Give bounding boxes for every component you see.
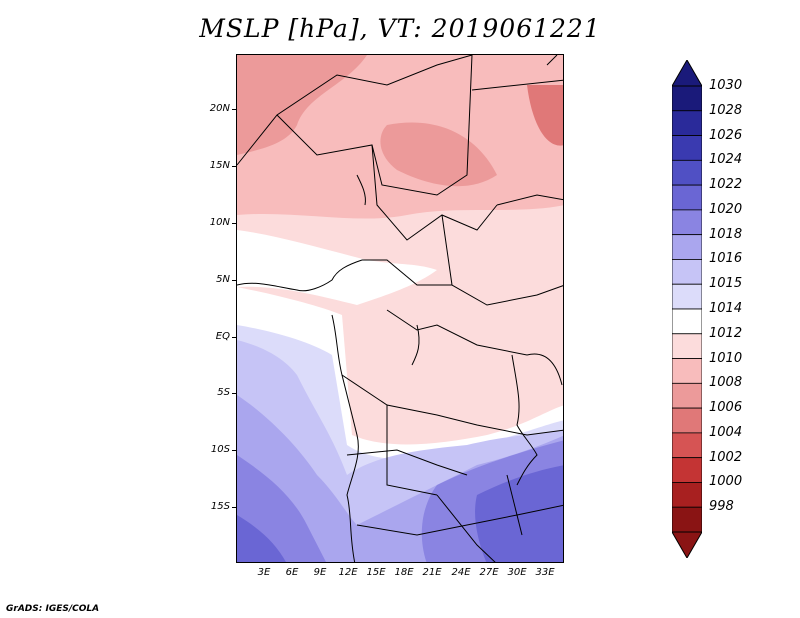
lat-label-15n: 15N	[209, 160, 230, 171]
lon-label-15e: 15E	[366, 567, 386, 578]
lat-tick	[232, 223, 236, 224]
colorbar-label-1006: 1006	[709, 400, 743, 416]
lat-label-eq: EQ	[215, 331, 230, 342]
band-1008-central	[380, 122, 497, 187]
colorbar-label-1004: 1004	[709, 424, 743, 440]
coastlines-borders	[237, 55, 563, 562]
colorbar-cell-1010	[672, 358, 702, 384]
lat-tick	[232, 507, 236, 508]
colorbar-cell-1014	[672, 308, 702, 335]
colorbar-cell-1020	[672, 209, 702, 236]
colorbar-label-1008: 1008	[709, 375, 743, 391]
lat-tick	[232, 450, 236, 451]
colorbar-label-998: 998	[709, 499, 734, 515]
lon-label-27e: 27E	[479, 567, 499, 578]
colorbar-cell-1006	[672, 407, 702, 434]
lon-label-3e: 3E	[257, 567, 271, 578]
lon-label-24e: 24E	[451, 567, 471, 578]
band-1006	[527, 85, 563, 146]
colorbar-cell-1015	[672, 283, 702, 310]
band-1008-northwest	[237, 55, 367, 155]
colorbar-label-1015: 1015	[709, 276, 743, 292]
colorbar-cell-1026	[672, 135, 702, 161]
band-1022-west	[237, 515, 286, 562]
lon-label-33e: 33E	[535, 567, 555, 578]
lon-label-9e: 9E	[313, 567, 327, 578]
colorbar-label-1018: 1018	[709, 226, 743, 242]
lat-tick	[232, 109, 236, 110]
colorbar-label-1030: 1030	[709, 78, 743, 93]
colorbar-cell-1004	[672, 432, 702, 459]
band-1014-west	[237, 230, 437, 305]
lat-label-5n: 5N	[216, 274, 230, 285]
colorbar-label-1000: 1000	[709, 474, 743, 490]
colorbar-cells	[672, 85, 702, 533]
lon-label-6e: 6E	[285, 567, 299, 578]
lat-label-20n: 20N	[209, 103, 230, 114]
lat-tick	[232, 280, 236, 281]
colorbar-label-1028: 1028	[709, 102, 743, 118]
colorbar-cell-998	[672, 506, 702, 533]
map-title: MSLP [hPa], VT: 2019061221	[199, 14, 601, 43]
colorbar	[672, 60, 702, 558]
grads-credit: GrADS: IGES/COLA	[6, 604, 100, 614]
colorbar-label-1026: 1026	[709, 127, 743, 143]
lat-label-5s: 5S	[217, 387, 230, 398]
colorbar-label-1010: 1010	[709, 350, 743, 366]
lat-tick	[232, 337, 236, 338]
colorbar-label-1002: 1002	[709, 449, 743, 465]
lat-label-10s: 10S	[210, 444, 230, 455]
colorbar-label-1014: 1014	[709, 301, 743, 316]
pressure-field	[237, 55, 563, 562]
colorbar-cell-1018	[672, 234, 702, 260]
colorbar-cell-1000	[672, 482, 702, 508]
band-1022-east	[475, 465, 563, 562]
colorbar-label-1022: 1022	[709, 177, 743, 193]
lat-label-10n: 10N	[209, 217, 230, 228]
colorbar-label-1020: 1020	[709, 201, 743, 217]
colorbar-label-1012: 1012	[709, 325, 743, 341]
colorbar-cell-1024	[672, 159, 702, 186]
colorbar-cell-1030	[672, 85, 702, 112]
lat-tick	[232, 393, 236, 394]
lon-label-18e: 18E	[394, 567, 414, 578]
colorbar-top-arrow	[672, 60, 702, 87]
colorbar-bottom-arrow	[672, 531, 702, 558]
colorbar-label-1024: 1024	[709, 152, 743, 168]
colorbar-label-1016: 1016	[709, 251, 743, 267]
colorbar-cell-1008	[672, 382, 702, 409]
colorbar-cell-1028	[672, 110, 702, 136]
colorbar-cell-1016	[672, 259, 702, 285]
colorbar-cell-1002	[672, 457, 702, 483]
lon-label-21e: 21E	[422, 567, 442, 578]
lon-label-12e: 12E	[338, 567, 358, 578]
lat-label-15s: 15S	[210, 501, 230, 512]
colorbar-cell-1022	[672, 184, 702, 211]
colorbar-cell-1012	[672, 333, 702, 359]
pressure-map	[236, 54, 564, 563]
lat-tick	[232, 166, 236, 167]
lon-label-30e: 30E	[507, 567, 527, 578]
